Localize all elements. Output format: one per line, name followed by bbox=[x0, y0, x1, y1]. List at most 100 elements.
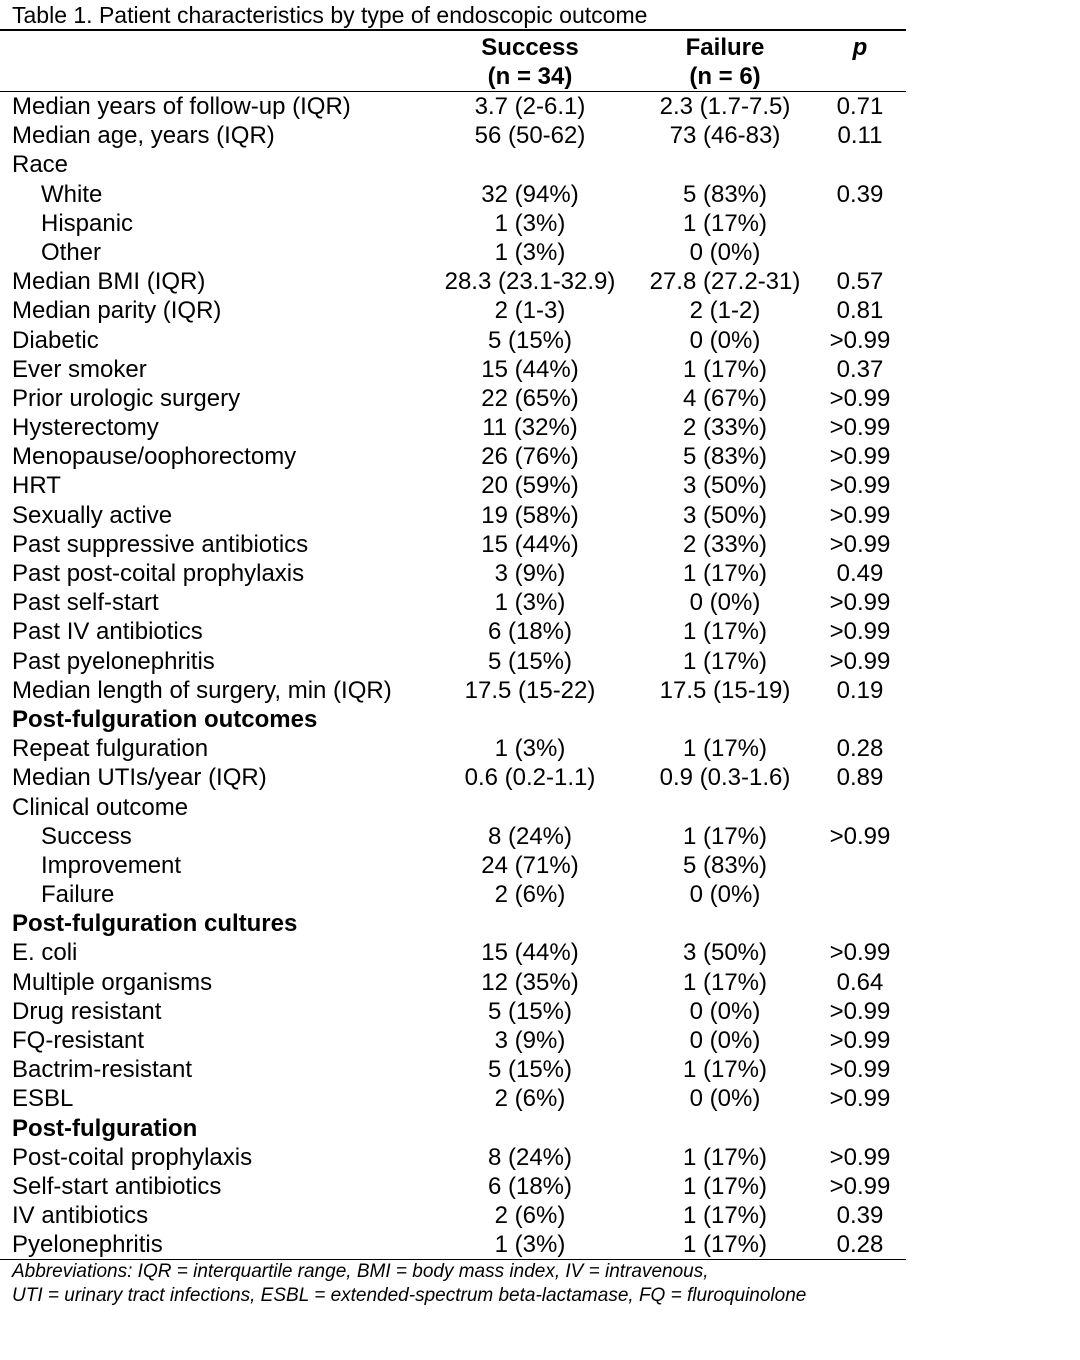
success-cell: 15 (44%) bbox=[481, 939, 579, 967]
success-cell: 17.5 (15-22) bbox=[464, 676, 596, 704]
success-cell: 2 (6%) bbox=[494, 1085, 566, 1113]
header-failure-count: (n = 6) bbox=[689, 63, 761, 90]
row-label: Past self-start bbox=[12, 589, 159, 617]
row-label: Post-coital prophylaxis bbox=[12, 1143, 253, 1171]
table-row: Bactrim-resistant 5 (15%) 1 (17%) >0.99 bbox=[0, 1055, 906, 1084]
row-label: White bbox=[41, 180, 103, 208]
failure-cell: 0 (0%) bbox=[689, 997, 761, 1025]
row-label: Hispanic bbox=[41, 209, 134, 237]
table-row: Median BMI (IQR) 28.3 (23.1-32.9) 27.8 (27… bbox=[0, 267, 906, 296]
table-row: Hispanic 1 (3%) 1 (17%) bbox=[0, 209, 906, 238]
failure-cell: 1 (17%) bbox=[682, 209, 768, 237]
p-value-cell: >0.99 bbox=[829, 1027, 891, 1054]
row-label: Race bbox=[12, 151, 69, 179]
row-label: ESBL bbox=[12, 1085, 74, 1113]
p-value-cell: >0.99 bbox=[829, 326, 891, 354]
row-label: Drug resistant bbox=[12, 997, 162, 1025]
table-row: Menopause/oophorectomy 26 (76%) 5 (83%) >0.… bbox=[0, 442, 906, 471]
p-value-cell: >0.99 bbox=[829, 501, 891, 529]
table-row: Past pyelonephritis 5 (15%) 1 (17%) >0.99 bbox=[0, 647, 906, 676]
success-cell: 8 (24%) bbox=[487, 822, 573, 850]
failure-cell: 1 (17%) bbox=[682, 1056, 768, 1084]
table-row: Past post-coital prophylaxis 3 (9%) 1 (17%… bbox=[0, 559, 906, 588]
success-cell: 2 (1-3) bbox=[494, 297, 566, 325]
failure-cell: 1 (17%) bbox=[682, 1231, 768, 1259]
table-row: Race bbox=[0, 150, 906, 179]
table-row: Ever smoker 15 (44%) 1 (17%) 0.37 bbox=[0, 355, 906, 384]
section-header-row: Post-fulguration cultures bbox=[0, 909, 906, 938]
row-label: Other bbox=[41, 238, 102, 266]
failure-cell: 0.9 (0.3-1.6) bbox=[659, 764, 791, 792]
success-cell: 15 (44%) bbox=[481, 355, 579, 383]
table-row: Prior urologic surgery 22 (65%) 4 (67%) >0.… bbox=[0, 384, 906, 413]
table-row: Median parity (IQR) 2 (1-3) 2 (1-2) 0.81 bbox=[0, 296, 906, 325]
header-failure-title: Failure bbox=[685, 34, 765, 61]
success-cell: 3 (9%) bbox=[494, 560, 566, 587]
table-row: White 32 (94%) 5 (83%) 0.39 bbox=[0, 180, 906, 209]
failure-cell: 0 (0%) bbox=[689, 881, 761, 909]
failure-cell: 1 (17%) bbox=[682, 735, 768, 763]
table-row: Self-start antibiotics 6 (18%) 1 (17%) >0.9… bbox=[0, 1172, 906, 1201]
table-row: Other 1 (3%) 0 (0%) bbox=[0, 238, 906, 267]
success-cell: 26 (76%) bbox=[481, 443, 579, 471]
failure-cell: 27.8 (27.2-31) bbox=[649, 268, 801, 296]
table-row: IV antibiotics 2 (6%) 1 (17%) 0.39 bbox=[0, 1201, 906, 1230]
row-label: Post-fulguration bbox=[12, 1114, 198, 1142]
p-value-cell: >0.99 bbox=[829, 618, 891, 646]
success-cell: 5 (15%) bbox=[487, 1056, 573, 1084]
table-row: Past self-start 1 (3%) 0 (0%) >0.99 bbox=[0, 588, 906, 617]
success-cell: 2 (6%) bbox=[494, 1202, 566, 1230]
failure-cell: 0 (0%) bbox=[689, 1085, 761, 1113]
table-caption: Table 1. Patient characteristics by type… bbox=[12, 2, 648, 28]
p-value-cell: >0.99 bbox=[829, 530, 891, 558]
row-label: Post-fulguration cultures bbox=[12, 910, 298, 938]
p-value-cell: 0.28 bbox=[836, 735, 884, 763]
section-header-row: Post-fulguration outcomes bbox=[0, 705, 906, 734]
row-label: Hysterectomy bbox=[12, 414, 159, 442]
row-label: Past suppressive antibiotics bbox=[12, 530, 309, 558]
row-label: Sexually active bbox=[12, 501, 173, 529]
p-value-cell: 0.49 bbox=[836, 560, 884, 587]
table-row: Failure 2 (6%) 0 (0%) bbox=[0, 880, 906, 909]
p-value-cell: 0.57 bbox=[836, 268, 884, 296]
table-row: Diabetic 5 (15%) 0 (0%) >0.99 bbox=[0, 326, 906, 355]
table-row: Median length of surgery, min (IQR) 17.5 … bbox=[0, 676, 906, 705]
p-value-cell: 0.81 bbox=[836, 297, 884, 325]
failure-cell: 0 (0%) bbox=[689, 238, 761, 266]
row-label: Menopause/oophorectomy bbox=[12, 443, 297, 471]
table-row: Post-coital prophylaxis 8 (24%) 1 (17%) >0.… bbox=[0, 1143, 906, 1172]
table-row: Repeat fulguration 1 (3%) 1 (17%) 0.28 bbox=[0, 734, 906, 763]
success-cell: 22 (65%) bbox=[481, 384, 579, 412]
table-row: FQ-resistant 3 (9%) 0 (0%) >0.99 bbox=[0, 1026, 906, 1055]
header-success: Success (n = 34) bbox=[430, 33, 630, 91]
p-value-cell: >0.99 bbox=[829, 1143, 891, 1171]
header-p-value: p bbox=[820, 33, 900, 62]
failure-cell: 1 (17%) bbox=[682, 1172, 768, 1200]
header-failure: Failure (n = 6) bbox=[625, 33, 825, 91]
success-cell: 19 (58%) bbox=[481, 501, 579, 529]
failure-cell: 1 (17%) bbox=[682, 560, 768, 587]
row-label: E. coli bbox=[12, 939, 78, 967]
p-value-cell: >0.99 bbox=[829, 384, 891, 412]
table-body: Median years of follow-up (IQR) 3.7 (2-6.… bbox=[0, 92, 906, 1260]
p-value-cell: >0.99 bbox=[829, 1172, 891, 1200]
success-cell: 3.7 (2-6.1) bbox=[474, 93, 586, 120]
failure-cell: 0 (0%) bbox=[689, 326, 761, 354]
failure-cell: 1 (17%) bbox=[682, 1202, 768, 1230]
table-row: Drug resistant 5 (15%) 0 (0%) >0.99 bbox=[0, 997, 906, 1026]
row-label: Clinical outcome bbox=[12, 793, 189, 821]
table-row: Median UTIs/year (IQR) 0.6 (0.2-1.1) 0.9 (… bbox=[0, 763, 906, 792]
failure-cell: 5 (83%) bbox=[682, 443, 768, 471]
failure-cell: 0 (0%) bbox=[689, 589, 761, 617]
p-value-cell: 0.19 bbox=[836, 676, 884, 704]
table-row: Improvement 24 (71%) 5 (83%) bbox=[0, 851, 906, 880]
success-cell: 6 (18%) bbox=[487, 618, 573, 646]
failure-cell: 1 (17%) bbox=[682, 968, 768, 996]
p-value-cell: >0.99 bbox=[829, 822, 891, 850]
table-row: Sexually active 19 (58%) 3 (50%) >0.99 bbox=[0, 501, 906, 530]
section-header-row: Post-fulguration bbox=[0, 1114, 906, 1143]
failure-cell: 3 (50%) bbox=[682, 939, 768, 967]
row-label: Multiple organisms bbox=[12, 968, 213, 996]
table-row: E. coli 15 (44%) 3 (50%) >0.99 bbox=[0, 938, 906, 967]
row-label: HRT bbox=[12, 472, 61, 500]
